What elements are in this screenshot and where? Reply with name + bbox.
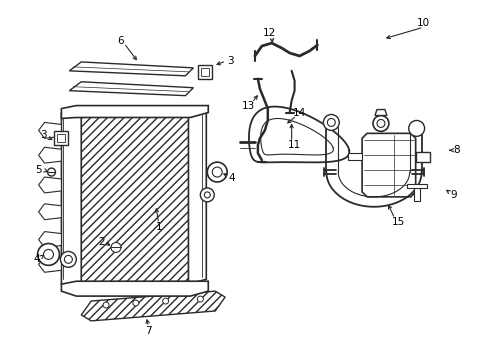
Polygon shape	[361, 133, 415, 197]
Polygon shape	[69, 62, 193, 76]
Circle shape	[323, 114, 339, 130]
Circle shape	[133, 300, 139, 306]
Polygon shape	[39, 177, 61, 193]
Text: 9: 9	[449, 190, 456, 200]
Circle shape	[43, 249, 53, 260]
Polygon shape	[413, 185, 419, 201]
Polygon shape	[374, 109, 386, 116]
Polygon shape	[406, 184, 426, 188]
Circle shape	[61, 251, 76, 267]
Polygon shape	[76, 116, 190, 284]
Circle shape	[204, 192, 210, 198]
Text: 13: 13	[241, 100, 254, 111]
Polygon shape	[39, 231, 61, 247]
Circle shape	[326, 118, 335, 126]
Polygon shape	[69, 82, 193, 96]
Polygon shape	[81, 291, 224, 321]
Polygon shape	[39, 147, 61, 163]
Circle shape	[38, 243, 60, 265]
Circle shape	[47, 168, 55, 176]
Circle shape	[372, 116, 388, 131]
Polygon shape	[39, 256, 61, 272]
Circle shape	[212, 167, 222, 177]
Polygon shape	[61, 113, 81, 289]
Circle shape	[207, 162, 226, 182]
Circle shape	[197, 296, 203, 302]
Polygon shape	[201, 68, 209, 76]
Text: 14: 14	[292, 108, 305, 117]
Text: 10: 10	[416, 18, 429, 28]
Text: 15: 15	[391, 217, 405, 227]
Text: 1: 1	[155, 222, 162, 231]
Text: 4: 4	[33, 255, 40, 264]
Text: 2: 2	[98, 237, 104, 247]
Polygon shape	[54, 131, 68, 145]
Text: 3: 3	[40, 130, 47, 140]
Circle shape	[64, 255, 72, 264]
Polygon shape	[61, 105, 208, 118]
Polygon shape	[39, 204, 61, 220]
Polygon shape	[347, 153, 361, 160]
Polygon shape	[198, 65, 212, 79]
Text: 6: 6	[118, 36, 124, 46]
Circle shape	[111, 243, 121, 252]
Text: 8: 8	[452, 145, 459, 155]
Text: 4: 4	[228, 173, 235, 183]
Polygon shape	[188, 113, 206, 284]
Circle shape	[103, 302, 109, 308]
Polygon shape	[61, 281, 208, 296]
Circle shape	[163, 298, 168, 304]
Text: 11: 11	[287, 140, 301, 150]
Polygon shape	[57, 134, 65, 142]
Text: 7: 7	[145, 326, 152, 336]
Polygon shape	[39, 122, 61, 138]
Circle shape	[408, 121, 424, 136]
Text: 5: 5	[35, 165, 42, 175]
Text: 12: 12	[263, 28, 276, 38]
Polygon shape	[415, 152, 428, 162]
Text: 3: 3	[226, 56, 233, 66]
Circle shape	[200, 188, 214, 202]
Circle shape	[376, 120, 384, 127]
